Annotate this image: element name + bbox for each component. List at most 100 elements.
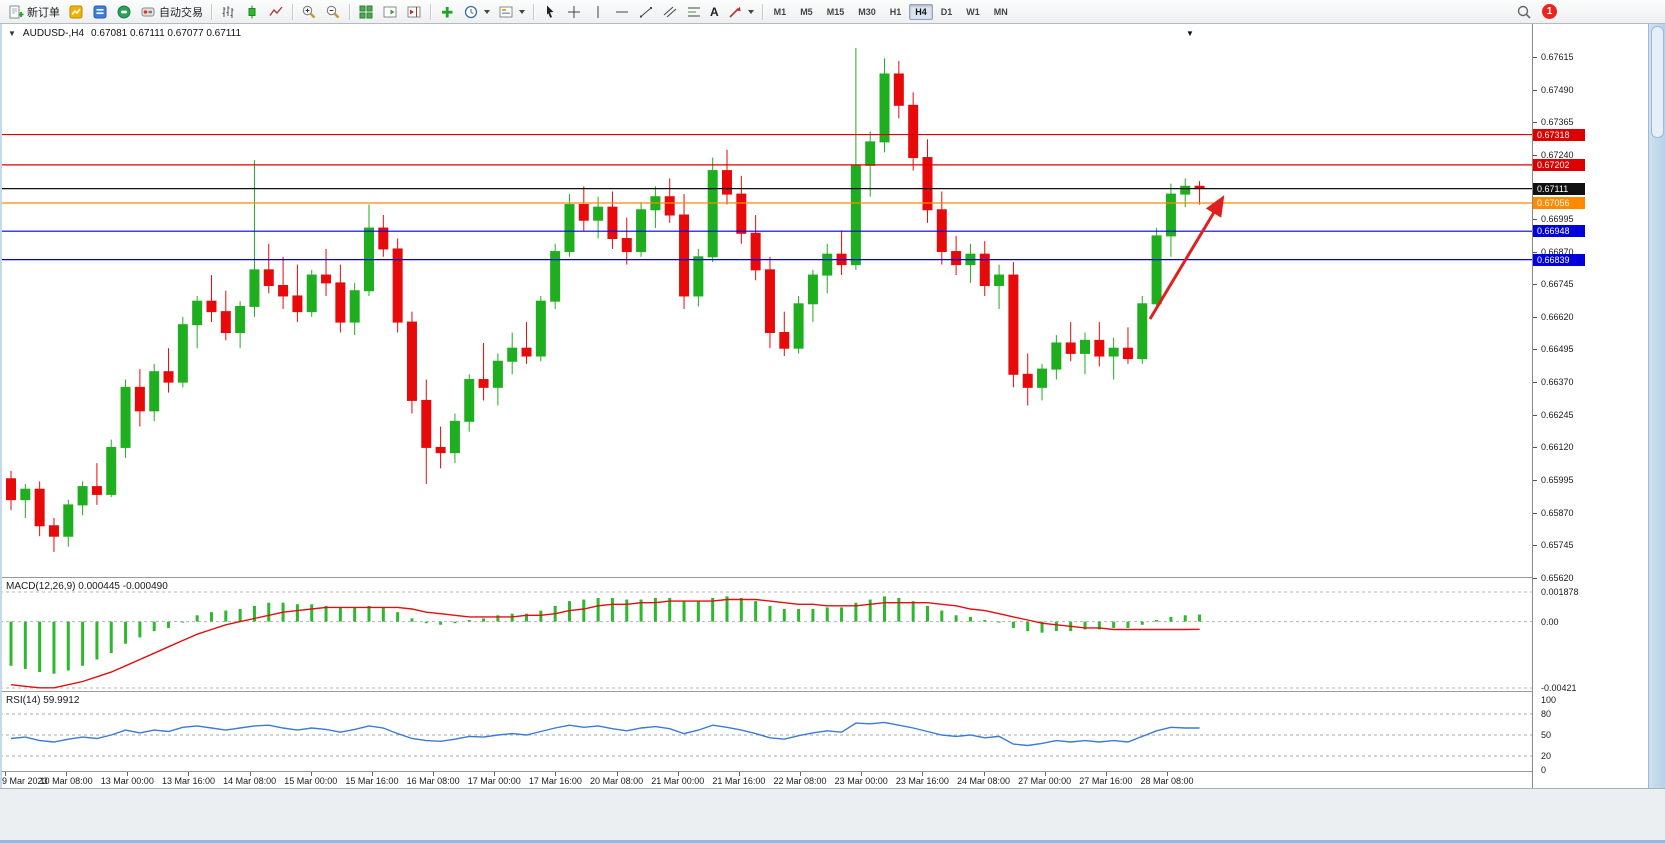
line-chart-button[interactable] (264, 1, 288, 23)
channel-tool-button[interactable] (658, 1, 682, 23)
axis-tick-mark (1533, 382, 1537, 384)
candle (6, 478, 16, 501)
candle (621, 238, 632, 253)
terminal-button[interactable] (112, 1, 136, 23)
timeframe-m5-button[interactable]: M5 (800, 6, 813, 17)
add-indicator-button[interactable] (435, 1, 459, 23)
toolbar-separator (533, 3, 534, 20)
bar-chart-button[interactable] (216, 1, 240, 23)
trend-arrow-annotation[interactable] (1148, 195, 1225, 320)
candle (722, 170, 732, 195)
add-indicator-icon (442, 6, 453, 17)
crosshair-tool-button[interactable] (562, 1, 586, 23)
candle (306, 274, 317, 313)
text-tool-button[interactable]: A (706, 1, 723, 23)
trendline-tool-button[interactable] (634, 1, 658, 23)
new-order-button[interactable]: 新订单 (4, 1, 64, 23)
time-tick-mark (188, 772, 190, 776)
zoom-in-button[interactable] (297, 1, 321, 23)
vertical-line-tool-button[interactable] (586, 1, 610, 23)
candle (736, 193, 747, 234)
chart-dropdown-icon[interactable]: ▼ (1186, 29, 1194, 38)
time-tick-mark (494, 772, 496, 776)
candle (263, 269, 274, 287)
scrollbar-thumb[interactable] (1651, 26, 1664, 138)
candle (1180, 185, 1191, 195)
candle (134, 386, 145, 412)
axis-tick-mark (1533, 414, 1537, 416)
price-axis[interactable]: 0.67318 0.67202 0.67111 0.67056 0.66948 0.668… (1532, 24, 1648, 788)
timeframe-m1-button[interactable]: M1 (773, 6, 787, 17)
candle (91, 486, 102, 495)
price-tick-label: 0.66370 (1541, 377, 1574, 388)
candle (177, 324, 188, 383)
vertical-scrollbar[interactable] (1648, 24, 1665, 788)
candle (564, 204, 575, 253)
candle (922, 157, 933, 211)
timeframe-toolbar: M1 M5 M15 M30 H1 H4 D1 W1 MN (767, 3, 1015, 20)
horizontal-line-tool-button[interactable] (610, 1, 634, 23)
macd-axis-label: 0.00 (1541, 616, 1559, 627)
terminal-icon (117, 5, 131, 18)
candle (278, 285, 289, 297)
candle (63, 504, 74, 537)
market-watch-icon (69, 5, 83, 18)
one-click-trading-toggle-icon[interactable]: ▼ (8, 29, 16, 38)
candle (1037, 368, 1048, 388)
candle (1065, 342, 1076, 354)
time-tick-mark (616, 772, 618, 776)
price-level-label: 0.66839 (1533, 253, 1585, 266)
time-tick-mark (738, 772, 740, 776)
time-tick-label: 15 Mar 16:00 (345, 776, 399, 786)
auto-scroll-button[interactable] (378, 1, 402, 23)
candle (1122, 347, 1133, 360)
candle (607, 206, 618, 240)
axis-tick-mark (1533, 89, 1537, 91)
cursor-tool-button[interactable] (538, 1, 562, 23)
timeframe-d1-button[interactable]: D1 (940, 6, 953, 17)
panel-divider[interactable] (0, 577, 1648, 578)
timeframe-h4-button[interactable]: H4 (909, 3, 933, 20)
candle (521, 347, 532, 357)
timeframe-mn-button[interactable]: MN (993, 6, 1008, 17)
autotrading-button[interactable]: 自动交易 (136, 1, 207, 23)
candle (292, 295, 303, 313)
zoom-out-button[interactable] (321, 1, 345, 23)
rsi-axis-label: 0 (1541, 765, 1547, 775)
price-tick-label: 0.67490 (1541, 84, 1574, 95)
time-axis[interactable]: 9 Mar 2023 10 Mar 08:00 13 Mar 00:00 13 Mar… (0, 772, 1532, 788)
candle (1165, 193, 1176, 237)
periods-button[interactable] (459, 1, 494, 23)
navigator-button[interactable] (88, 1, 112, 23)
templates-button[interactable] (494, 1, 529, 23)
arrows-tool-button[interactable] (723, 1, 758, 23)
price-tick-label: 0.65745 (1541, 540, 1574, 551)
price-tick-label: 0.66120 (1541, 442, 1574, 453)
panel-divider[interactable] (0, 691, 1648, 692)
candle (235, 305, 246, 334)
toolbar-separator (761, 3, 763, 20)
zoom-in-icon (302, 5, 316, 18)
macd-panel[interactable] (0, 578, 1532, 692)
axis-tick-mark (1533, 349, 1537, 351)
timeframe-m30-button[interactable]: M30 (858, 6, 876, 17)
timeframe-m15-button[interactable]: M15 (826, 6, 845, 17)
candle (406, 321, 417, 401)
candle (578, 204, 589, 221)
axis-tick-mark (1533, 512, 1537, 514)
chart-shift-button[interactable] (402, 1, 426, 23)
market-watch-button[interactable] (64, 1, 88, 23)
price-chart-canvas[interactable] (0, 24, 1532, 578)
notification-badge[interactable]: 1 (1542, 4, 1557, 19)
autotrading-icon (141, 7, 155, 16)
timeframe-w1-button[interactable]: W1 (966, 6, 980, 17)
tile-windows-button[interactable] (354, 1, 378, 23)
search-button[interactable] (1512, 1, 1536, 23)
rsi-panel[interactable] (0, 692, 1532, 772)
candle (822, 253, 833, 276)
fibonacci-tool-button[interactable] (682, 1, 706, 23)
timeframe-h1-button[interactable]: H1 (889, 6, 902, 17)
axis-tick-mark (1533, 545, 1537, 547)
candlestick-chart-button[interactable] (240, 1, 264, 23)
chart-window[interactable]: ▼ AUDUSD-,H4 0.67081 0.67111 0.67077 0.6… (0, 24, 1648, 788)
